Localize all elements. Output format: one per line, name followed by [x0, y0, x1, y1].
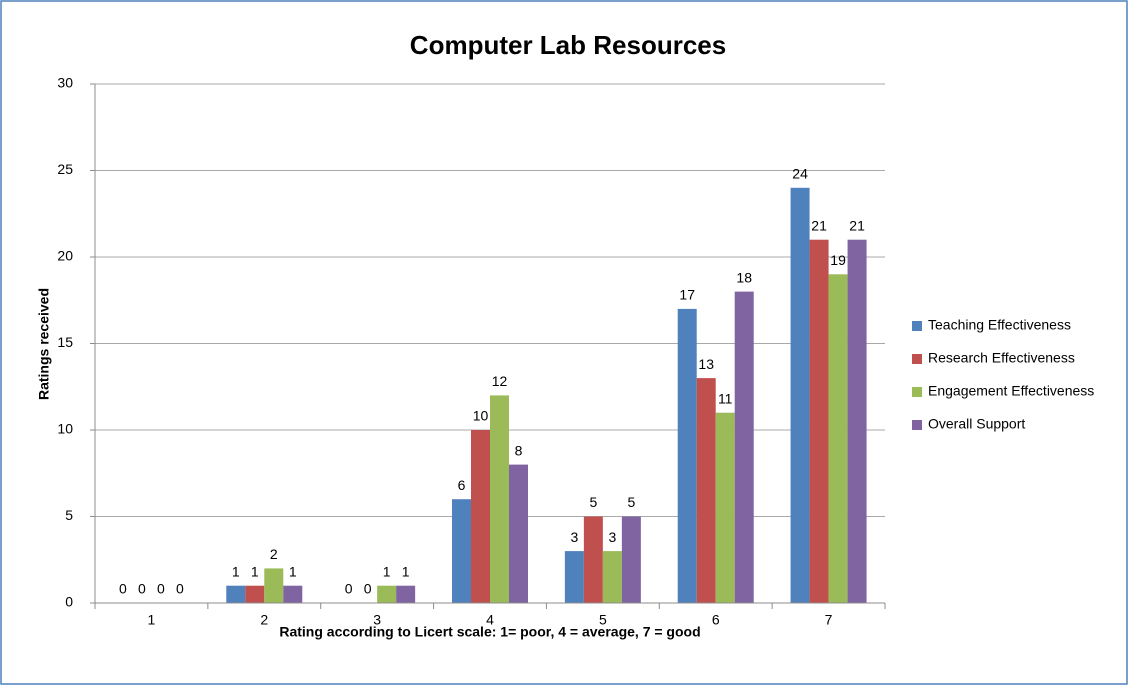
data-label: 21	[811, 217, 827, 233]
legend-label: Overall Support	[928, 416, 1025, 432]
data-label: 0	[345, 581, 353, 597]
data-label: 1	[289, 563, 297, 579]
bar	[283, 585, 303, 603]
data-label: 6	[458, 477, 466, 493]
data-label: 19	[830, 252, 846, 268]
x-tick-label: 6	[712, 612, 720, 628]
data-label: 5	[589, 494, 597, 510]
data-label: 24	[792, 166, 808, 182]
x-tick-label: 7	[825, 612, 833, 628]
data-label: 0	[119, 581, 127, 597]
data-label: 1	[402, 563, 410, 579]
y-tick-label: 10	[57, 421, 73, 437]
legend-swatch	[912, 420, 922, 430]
bar	[564, 551, 584, 603]
bar	[602, 551, 622, 603]
x-axis-label: Rating according to Licert scale: 1= poo…	[279, 624, 700, 640]
y-tick-label: 25	[57, 161, 73, 177]
bar	[790, 187, 810, 604]
bar	[715, 412, 735, 603]
legend-label: Engagement Effectiveness	[928, 383, 1094, 399]
y-tick-label: 20	[57, 248, 73, 264]
bar	[809, 239, 829, 603]
bar	[677, 308, 697, 603]
x-tick-label: 3	[373, 612, 381, 628]
data-label: 2	[270, 546, 278, 562]
x-tick-label: 5	[599, 612, 607, 628]
data-label: 21	[849, 217, 865, 233]
data-label: 3	[608, 529, 616, 545]
y-tick-label: 5	[65, 507, 73, 523]
data-label: 11	[718, 390, 733, 406]
data-label: 18	[736, 269, 752, 285]
y-tick-label: 30	[57, 75, 73, 91]
legend-swatch	[912, 387, 922, 397]
data-label: 17	[679, 287, 695, 303]
data-label: 0	[176, 581, 184, 597]
bar	[245, 585, 265, 603]
bar	[471, 430, 490, 603]
bar	[264, 568, 284, 603]
y-tick-label: 15	[57, 334, 73, 350]
bar	[828, 274, 848, 603]
data-label: 1	[383, 563, 391, 579]
bar	[226, 585, 246, 603]
data-label: 10	[473, 408, 489, 424]
bar	[490, 395, 509, 603]
x-tick-label: 4	[486, 612, 494, 628]
data-label: 12	[492, 373, 508, 389]
data-label: 1	[251, 563, 259, 579]
bar	[509, 464, 528, 603]
data-label: 8	[515, 442, 523, 458]
chart-title: Computer Lab Resources	[410, 30, 726, 60]
y-tick-label: 0	[65, 594, 73, 610]
legend-label: Teaching Effectiveness	[928, 317, 1071, 333]
data-label: 1	[232, 563, 240, 579]
bar	[621, 516, 641, 603]
x-tick-label: 2	[260, 612, 268, 628]
bar	[734, 291, 754, 603]
bar	[377, 585, 397, 603]
data-label: 13	[698, 356, 714, 372]
data-label: 0	[157, 581, 165, 597]
data-label: 3	[570, 529, 578, 545]
legend-label: Research Effectiveness	[928, 350, 1075, 366]
y-axis-label: Ratings received	[36, 288, 52, 400]
bar	[452, 499, 471, 603]
x-tick-label: 1	[148, 612, 156, 628]
bar	[696, 378, 716, 603]
bar	[583, 516, 603, 603]
data-label: 5	[627, 494, 635, 510]
legend-swatch	[912, 321, 922, 331]
data-label: 0	[138, 581, 146, 597]
bar	[396, 585, 416, 603]
legend-swatch	[912, 354, 922, 364]
data-label: 0	[364, 581, 372, 597]
bar	[847, 239, 867, 603]
